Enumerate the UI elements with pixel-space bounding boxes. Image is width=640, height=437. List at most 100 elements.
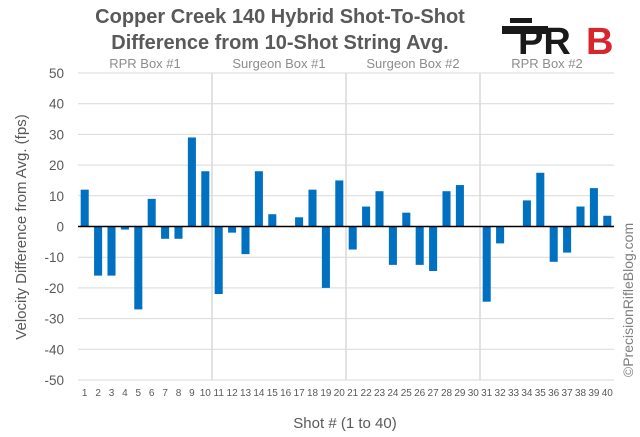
bar [388, 226, 397, 265]
bar [254, 171, 263, 227]
bar [536, 172, 545, 227]
bar [589, 188, 598, 227]
group-dividers: RPR Box #1 Surgeon Box #1 Surgeon Box #2 RP… [109, 56, 583, 380]
bar [147, 198, 156, 227]
x-tick-label: 15 [267, 388, 279, 399]
x-tick-label: 40 [602, 388, 614, 399]
bar [402, 212, 411, 227]
x-tick-label: 33 [508, 388, 520, 399]
y-tick-label: 0 [56, 220, 64, 235]
bar [241, 226, 250, 255]
x-tick-label: 20 [334, 388, 346, 399]
group-label: Surgeon Box #2 [366, 56, 459, 71]
logo-scope [510, 18, 532, 23]
bar [442, 191, 451, 227]
x-tick-label: 28 [441, 388, 453, 399]
x-tick-label: 39 [588, 388, 600, 399]
chart-title-line-1: Copper Creek 140 Hybrid Shot-To-Shot [95, 6, 465, 28]
x-tick-label: 17 [294, 388, 306, 399]
bar [375, 191, 384, 227]
bar [268, 214, 277, 227]
bar [228, 226, 237, 233]
bar [362, 206, 371, 227]
x-tick-label: 24 [387, 388, 399, 399]
y-tick-label: -50 [44, 373, 64, 388]
group-label: RPR Box #2 [511, 56, 583, 71]
bar [120, 226, 129, 230]
x-tick-label: 14 [253, 388, 265, 399]
bar [603, 215, 612, 227]
bar [161, 226, 170, 239]
y-tick-label: 20 [49, 158, 64, 173]
bar [549, 226, 558, 262]
x-tick-label: 9 [189, 388, 195, 399]
x-tick-label: 5 [136, 388, 142, 399]
y-axis-label: Velocity Difference from Avg. (fps) [13, 114, 30, 339]
x-tick-label: 34 [521, 388, 533, 399]
y-tick-label: -40 [44, 342, 64, 357]
bar [482, 226, 491, 302]
bar [187, 137, 196, 227]
bar [522, 200, 531, 227]
logo-text-right: B [586, 21, 613, 58]
y-tick-label: 10 [49, 189, 64, 204]
x-tick-label: 12 [227, 388, 239, 399]
bar [576, 206, 585, 227]
x-tick-label: 8 [176, 388, 182, 399]
x-tick-label: 2 [95, 388, 101, 399]
x-axis-ticks: 1 2 3 4 5 6 7 8 9 10 11 12 13 14 15 16 17 18 19 20 21 22 23 24 2… [82, 388, 613, 399]
chart-title-line-2: Difference from 10-Shot String Avg. [111, 32, 449, 54]
bar [496, 226, 505, 244]
y-tick-label: 40 [49, 97, 64, 112]
y-tick-label: 30 [49, 127, 64, 142]
bar [295, 217, 304, 227]
bar [107, 226, 116, 276]
y-tick-label: -10 [44, 250, 64, 265]
bar [335, 180, 344, 227]
x-tick-label: 22 [361, 388, 373, 399]
x-tick-label: 7 [162, 388, 168, 399]
bar [201, 171, 210, 227]
group-label: RPR Box #1 [109, 56, 181, 71]
x-tick-label: 29 [454, 388, 466, 399]
bar [214, 226, 223, 295]
x-tick-label: 27 [428, 388, 440, 399]
bar [429, 226, 438, 272]
bar [455, 185, 464, 227]
bar [80, 189, 89, 227]
x-tick-label: 13 [240, 388, 252, 399]
group-label: Surgeon Box #1 [232, 56, 325, 71]
bar [134, 226, 143, 310]
x-axis-label: Shot # (1 to 40) [293, 415, 396, 432]
y-axis-ticks: 50 40 30 20 10 0 -10 -20 -30 -40 -50 [44, 66, 64, 388]
bar [348, 226, 357, 250]
y-tick-label: 50 [49, 66, 64, 81]
x-tick-label: 35 [535, 388, 547, 399]
x-tick-label: 16 [280, 388, 292, 399]
x-tick-label: 31 [481, 388, 493, 399]
x-tick-label: 26 [414, 388, 426, 399]
logo-text-left: PR [518, 21, 571, 58]
bar [308, 189, 317, 227]
x-tick-label: 19 [320, 388, 332, 399]
x-tick-label: 36 [548, 388, 560, 399]
x-tick-label: 3 [109, 388, 115, 399]
bar [94, 226, 103, 276]
x-tick-label: 4 [122, 388, 128, 399]
y-tick-label: -30 [44, 312, 64, 327]
bar [321, 226, 330, 288]
x-tick-label: 21 [347, 388, 359, 399]
prb-logo: PR B [502, 18, 613, 58]
watermark-text: ©PrecisionRifleBlog.com [620, 223, 636, 377]
bar [415, 226, 424, 265]
bars [80, 137, 612, 310]
chart-title: Copper Creek 140 Hybrid Shot-To-Shot Dif… [60, 4, 500, 56]
x-tick-label: 23 [374, 388, 386, 399]
logo-rifle-silhouette [502, 26, 548, 34]
x-tick-label: 1 [82, 388, 88, 399]
x-tick-label: 30 [468, 388, 480, 399]
x-tick-label: 11 [214, 388, 225, 399]
x-tick-label: 18 [307, 388, 319, 399]
x-tick-label: 25 [401, 388, 413, 399]
